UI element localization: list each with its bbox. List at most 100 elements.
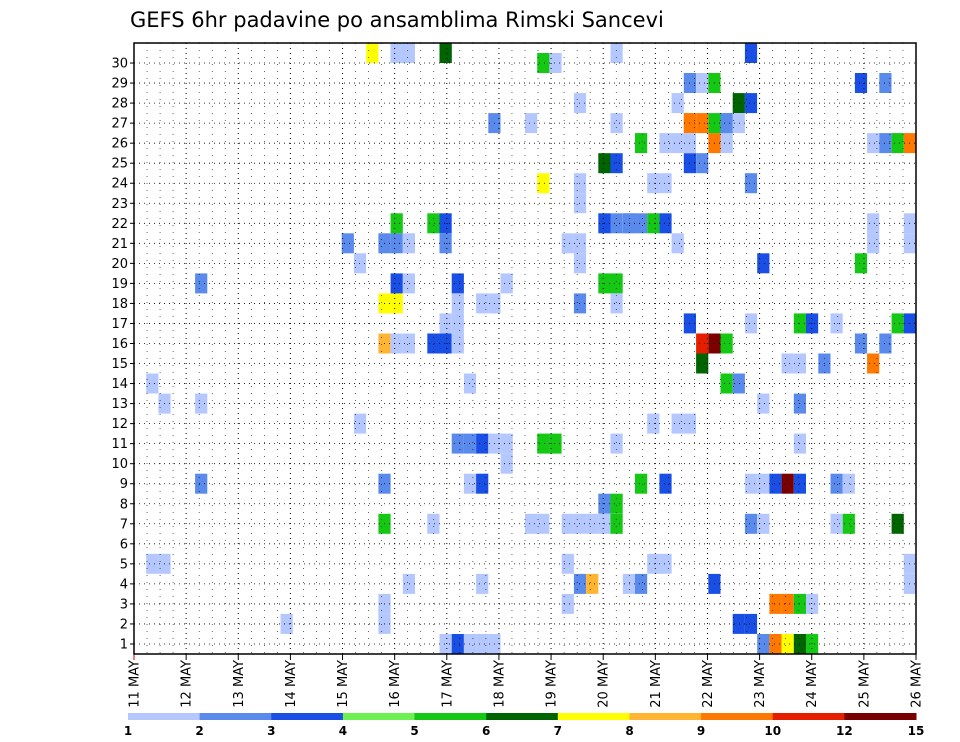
- x-tick-label: 22 MAY: [701, 660, 716, 708]
- heatmap-cell: [854, 333, 868, 354]
- heatmap-cell: [476, 473, 489, 494]
- x-tick-label: 14 MAY: [284, 660, 299, 708]
- y-tick-label: 9: [120, 477, 128, 492]
- legend-label: 6: [482, 724, 490, 738]
- heatmap-cell: [696, 333, 709, 354]
- x-tick-label: 17 MAY: [440, 660, 455, 708]
- y-tick-label: 12: [111, 417, 128, 432]
- heatmap-cell: [549, 433, 562, 454]
- heatmap-cell: [842, 513, 855, 534]
- heatmap-cell: [622, 213, 635, 234]
- x-axis: 11 MAY 12 MAY 13 MAY 14 MAY 15 MAY 16 MAY 17 M…: [128, 654, 925, 708]
- color-legend: 1 2 3 4 5 6 7 8 9 10 12 15: [124, 713, 925, 738]
- x-tick-label: 26 MAY: [910, 660, 925, 708]
- x-tick-label: 25 MAY: [857, 660, 872, 708]
- heatmap-cell: [561, 553, 574, 574]
- heatmap-cell: [854, 73, 868, 93]
- heatmap-cell: [610, 493, 623, 514]
- y-tick-label: 1: [120, 637, 128, 652]
- heatmap-cell: [451, 333, 464, 354]
- heatmap-cell: [500, 453, 513, 474]
- legend-swatch: [557, 713, 630, 720]
- heatmap-cell: [366, 43, 379, 63]
- heatmap-cell: [402, 233, 415, 254]
- heatmap-cell: [610, 273, 623, 294]
- y-tick-label: 20: [111, 257, 128, 272]
- y-tick-label: 14: [111, 377, 128, 392]
- heatmap-cell: [671, 93, 684, 114]
- heatmap-cell: [500, 273, 513, 294]
- y-tick-label: 23: [111, 197, 128, 212]
- y-tick-label: 7: [120, 517, 128, 532]
- legend-swatch: [772, 713, 845, 720]
- heatmap-cell: [610, 293, 623, 314]
- legend-label: 15: [908, 724, 925, 738]
- y-tick-label: 10: [111, 457, 128, 472]
- heatmap-cell: [146, 553, 159, 574]
- heatmap-cell: [720, 113, 733, 134]
- heatmap-cell: [867, 133, 880, 154]
- heatmap-cell: [744, 173, 758, 194]
- legend-label: 4: [339, 724, 347, 738]
- heatmap-cell: [439, 634, 452, 654]
- x-tick-label: 15 MAY: [336, 660, 351, 708]
- grid-lines: [134, 43, 916, 654]
- y-tick-label: 13: [111, 397, 128, 412]
- heatmap-cell: [879, 133, 892, 154]
- heatmap-cell: [402, 43, 415, 63]
- heatmap-cell: [537, 433, 550, 454]
- heatmap-cell: [476, 433, 489, 454]
- heatmap-cell: [635, 473, 648, 494]
- legend-label: 9: [697, 724, 705, 738]
- heatmap-cell: [610, 213, 623, 234]
- heatmap-cell: [842, 473, 855, 494]
- x-tick-label: 21 MAY: [649, 660, 664, 708]
- legend-label: 7: [554, 724, 562, 738]
- heatmap-cell: [659, 473, 672, 494]
- heatmap-cell: [525, 513, 538, 534]
- heatmap-cell: [757, 473, 770, 494]
- heatmap-cell: [390, 233, 403, 254]
- heatmap-cell: [879, 73, 892, 93]
- heatmap-cell: [402, 273, 415, 294]
- legend-swatch: [844, 713, 917, 720]
- legend-label: 3: [267, 724, 275, 738]
- y-tick-label: 2: [120, 617, 128, 632]
- heatmap-cell: [744, 473, 758, 494]
- y-tick-label: 3: [120, 597, 128, 612]
- y-tick-label: 27: [111, 117, 128, 132]
- heatmap-cell: [891, 133, 904, 154]
- heatmap-cell: [146, 373, 159, 394]
- heatmap-cell: [476, 573, 489, 594]
- heatmap-cell: [561, 233, 574, 254]
- heatmap-cell: [867, 213, 880, 234]
- legend-label: 8: [625, 724, 633, 738]
- heatmap-cell: [781, 353, 794, 374]
- heatmap-cell: [696, 113, 709, 134]
- heatmap-cell: [744, 93, 758, 114]
- y-tick-label: 17: [111, 317, 128, 332]
- y-tick-label: 15: [111, 357, 128, 372]
- heatmap-cell: [744, 43, 758, 63]
- heatmap-cell: [720, 133, 733, 154]
- legend-swatch: [486, 713, 559, 720]
- legend-swatch: [271, 713, 344, 720]
- heatmap-cell: [476, 634, 489, 654]
- heatmap-cell: [610, 113, 623, 134]
- heatmap-cell: [647, 413, 660, 434]
- heatmap-cell: [891, 513, 904, 534]
- heatmap-cell: [744, 513, 758, 534]
- legend-label: 12: [836, 724, 853, 738]
- y-tick-label: 24: [111, 177, 128, 192]
- heatmap-cell: [427, 513, 440, 534]
- heatmap-cell: [769, 473, 782, 494]
- heatmap-cell: [720, 373, 733, 394]
- heatmap-cell: [439, 233, 452, 254]
- heatmap-cell: [586, 573, 599, 594]
- heatmap-cell: [427, 333, 440, 354]
- legend-swatch: [701, 713, 774, 720]
- heatmap-cell: [195, 473, 208, 494]
- x-tick-label: 19 MAY: [545, 660, 560, 708]
- heatmap-cell: [854, 253, 868, 274]
- heatmap-cell: [390, 293, 403, 314]
